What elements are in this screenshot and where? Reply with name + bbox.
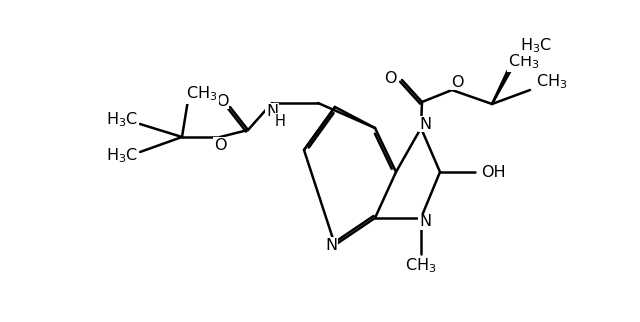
Text: H$_3$C: H$_3$C bbox=[520, 37, 552, 55]
Text: CH$_3$: CH$_3$ bbox=[508, 53, 540, 71]
Text: N: N bbox=[325, 238, 337, 252]
Text: N: N bbox=[419, 214, 431, 230]
Text: H: H bbox=[275, 113, 285, 128]
Text: CH$_3$: CH$_3$ bbox=[186, 85, 218, 103]
Text: O: O bbox=[214, 137, 227, 153]
Text: OH: OH bbox=[481, 165, 506, 179]
Text: O: O bbox=[384, 71, 396, 86]
Text: O: O bbox=[216, 93, 228, 109]
Text: CH$_3$: CH$_3$ bbox=[536, 73, 568, 91]
Text: N: N bbox=[266, 103, 278, 118]
Text: H$_3$C: H$_3$C bbox=[106, 147, 138, 166]
Text: O: O bbox=[451, 74, 463, 90]
Text: N: N bbox=[419, 117, 431, 131]
Text: H$_3$C: H$_3$C bbox=[106, 111, 138, 129]
Text: CH$_3$: CH$_3$ bbox=[405, 257, 436, 275]
